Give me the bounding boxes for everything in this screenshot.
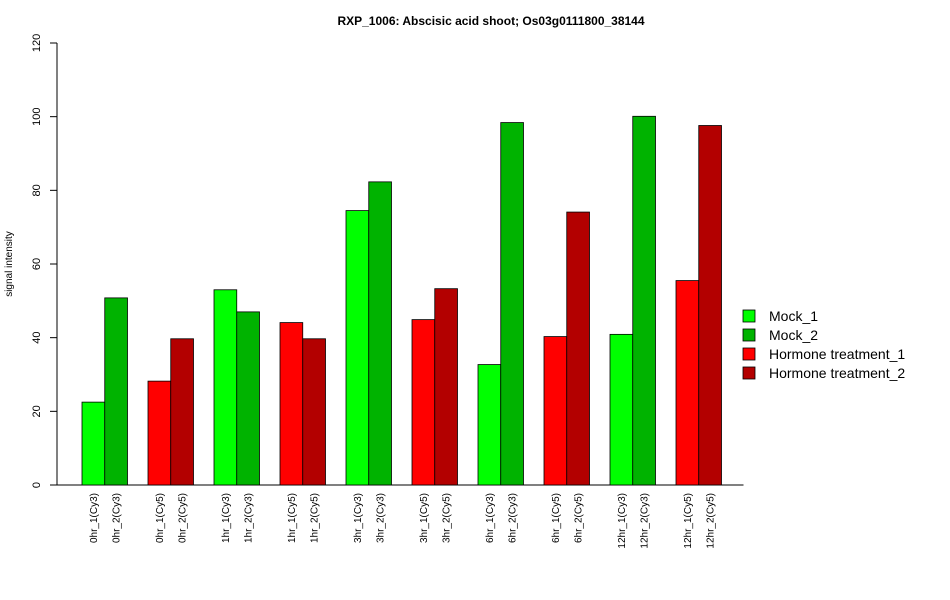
bar — [368, 181, 392, 486]
bar — [302, 338, 326, 486]
x-tick-label: 6hr_2(Cy3) — [508, 493, 519, 543]
x-tick-label: 1hr_1(Cy3) — [221, 493, 232, 543]
y-axis-label: signal intensity — [4, 231, 15, 297]
legend-swatch — [742, 366, 756, 380]
bar — [104, 297, 128, 486]
x-tick-label: 0hr_1(Cy5) — [155, 493, 166, 543]
y-tick-label: 0 — [31, 482, 43, 488]
bar — [632, 115, 656, 486]
legend-label: Mock_1 — [769, 308, 818, 324]
y-axis: 0 20 40 60 80 100 120 — [31, 34, 58, 488]
x-tick-label: 3hr_1(Cy3) — [353, 493, 364, 543]
x-tick-label: 3hr_1(Cy5) — [419, 493, 430, 543]
x-tick-label: 0hr_2(Cy5) — [178, 493, 189, 543]
bar — [698, 125, 722, 486]
x-tick-label: 6hr_1(Cy3) — [485, 493, 496, 543]
bar — [609, 333, 634, 486]
legend-label: Mock_2 — [769, 327, 818, 343]
category-labels: 0hr_1(Cy3) 0hr_2(Cy3) 0hr_1(Cy5) 0hr_2(Cy5)… — [89, 493, 717, 549]
bar — [434, 288, 458, 486]
bars-layer — [81, 115, 722, 486]
y-tick-label: 20 — [31, 405, 43, 417]
y-tick-label: 40 — [31, 332, 43, 344]
x-tick-label: 3hr_2(Cy5) — [442, 493, 453, 543]
y-tick-label: 120 — [31, 34, 43, 52]
y-tick-label: 80 — [31, 184, 43, 196]
legend-label: Hormone treatment_1 — [769, 346, 905, 362]
bar — [566, 211, 590, 486]
bar — [411, 319, 436, 486]
x-tick-label: 3hr_2(Cy3) — [376, 493, 387, 543]
legend-swatch — [742, 347, 756, 361]
x-tick-label: 12hr_2(Cy5) — [706, 493, 717, 549]
bar — [675, 280, 700, 486]
bar — [279, 322, 304, 486]
x-tick-label: 1hr_2(Cy5) — [310, 493, 321, 543]
chart-title: RXP_1006: Abscisic acid shoot; Os03g0111… — [337, 14, 644, 28]
x-tick-label: 6hr_1(Cy5) — [551, 493, 562, 543]
bar — [477, 364, 502, 486]
x-tick-label: 6hr_2(Cy5) — [574, 493, 585, 543]
y-tick-label: 60 — [31, 258, 43, 270]
x-tick-label: 1hr_1(Cy5) — [287, 493, 298, 543]
bar — [81, 401, 106, 486]
x-tick-label: 1hr_2(Cy3) — [244, 493, 255, 543]
legend: Mock_1 Mock_2 Hormone treatment_1 Hormone t… — [742, 308, 905, 381]
legend-swatch — [742, 328, 756, 342]
y-tick-label: 100 — [31, 107, 43, 125]
x-tick-label: 12hr_1(Cy5) — [683, 493, 694, 549]
x-tick-label: 12hr_2(Cy3) — [640, 493, 651, 549]
bar — [236, 311, 260, 486]
legend-label: Hormone treatment_2 — [769, 365, 905, 381]
legend-swatch — [742, 309, 756, 323]
bar — [213, 289, 238, 486]
bar — [170, 338, 194, 486]
bar — [345, 210, 370, 486]
x-tick-label: 0hr_1(Cy3) — [89, 493, 100, 543]
x-tick-label: 12hr_1(Cy3) — [617, 493, 628, 549]
bar — [147, 380, 172, 486]
bar — [500, 122, 524, 486]
x-tick-label: 0hr_2(Cy3) — [112, 493, 123, 543]
bar — [543, 336, 568, 486]
